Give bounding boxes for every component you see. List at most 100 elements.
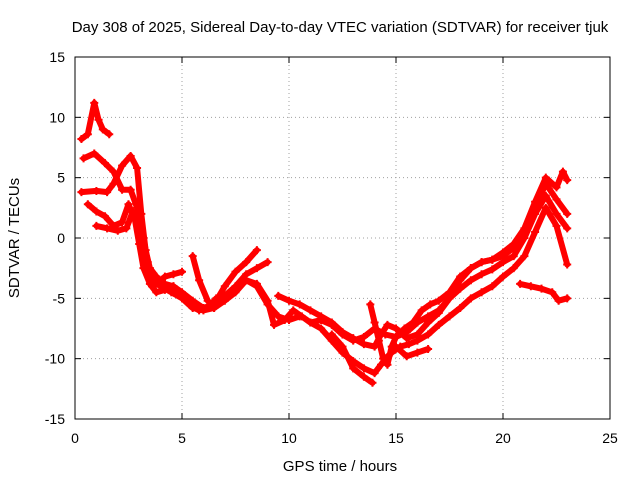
data-point-marker: [413, 348, 422, 357]
y-tick-label: -5: [53, 290, 66, 306]
data-point-marker: [133, 164, 142, 173]
data-point-marker: [148, 276, 157, 285]
series-track-11: [393, 343, 432, 360]
data-point-marker: [445, 312, 454, 321]
data-point-marker: [280, 316, 289, 325]
data-point-marker: [520, 252, 529, 261]
data-point-marker: [118, 185, 127, 194]
data-point-marker: [541, 203, 550, 212]
data-point-marker: [359, 372, 368, 381]
data-point-marker: [409, 318, 418, 327]
x-tick-label: 5: [178, 430, 186, 446]
data-point-marker: [404, 340, 413, 349]
x-tick-label: 10: [281, 430, 297, 446]
data-point-marker: [349, 364, 358, 373]
data-point-marker: [77, 188, 86, 197]
data-point-marker: [137, 209, 146, 218]
data-point-marker: [563, 260, 572, 269]
data-point-marker: [135, 227, 144, 236]
data-point-marker: [477, 288, 486, 297]
data-point-marker: [552, 183, 561, 192]
data-point-marker: [537, 284, 546, 293]
y-tick-label: 10: [49, 109, 65, 125]
data-point-marker: [122, 224, 131, 233]
data-point-marker: [105, 130, 114, 139]
data-point-marker: [488, 265, 497, 274]
data-point-marker: [169, 282, 178, 291]
data-point-marker: [124, 200, 133, 209]
data-point-marker: [379, 354, 388, 363]
y-axis-label: SDTVAR / TECUs: [6, 178, 23, 298]
data-point-marker: [118, 218, 127, 227]
data-point-marker: [220, 282, 229, 291]
data-point-marker: [466, 294, 475, 303]
data-point-marker: [424, 330, 433, 339]
data-point-marker: [83, 130, 92, 139]
data-point-marker: [169, 270, 178, 279]
data-point-marker: [531, 197, 540, 206]
data-point-marker: [274, 312, 283, 321]
data-point-marker: [92, 186, 101, 195]
data-point-marker: [252, 264, 261, 273]
data-point-marker: [327, 318, 336, 327]
data-point-marker: [516, 279, 525, 288]
data-point-marker: [289, 306, 298, 315]
data-point-marker: [118, 161, 127, 170]
data-point-marker: [400, 324, 409, 333]
tick-layer: 0 5 10 15 20 25 -15 -10 -5 0 5 10 15: [45, 49, 618, 446]
y-tick-label: 0: [57, 230, 65, 246]
data-point-marker: [499, 272, 507, 281]
data-point-marker: [103, 188, 112, 197]
data-point-marker: [306, 318, 315, 327]
data-point-marker: [434, 308, 443, 317]
data-point-marker: [392, 324, 400, 333]
data-point-marker: [178, 294, 186, 303]
data-point-marker: [488, 255, 497, 264]
data-point-marker: [263, 296, 272, 305]
data-point-marker: [434, 296, 443, 305]
x-tick-label: 25: [602, 430, 618, 446]
data-point-marker: [456, 303, 465, 312]
data-point-marker: [210, 303, 219, 312]
data-point-marker: [552, 221, 561, 230]
data-point-marker: [563, 294, 572, 303]
data-point-marker: [113, 226, 122, 235]
data-point-marker: [188, 252, 197, 261]
data-point-marker: [541, 173, 550, 182]
data-point-marker: [94, 115, 103, 124]
data-point-marker: [466, 276, 475, 285]
data-point-marker: [128, 207, 137, 216]
data-point-marker: [203, 296, 212, 305]
data-point-marker: [554, 296, 563, 305]
data-point-marker: [83, 200, 92, 209]
data-point-marker: [297, 312, 306, 321]
data-point-marker: [520, 224, 529, 233]
x-axis-label: GPS time / hours: [283, 458, 397, 475]
y-tick-label: 15: [49, 49, 65, 65]
data-point-marker: [92, 221, 101, 230]
data-point-marker: [531, 227, 540, 236]
data-point-marker: [126, 185, 135, 194]
grid-layer: [75, 57, 610, 419]
data-point-marker: [370, 369, 379, 378]
data-point-marker: [90, 98, 99, 107]
data-point-marker: [434, 320, 443, 329]
data-point-marker: [285, 296, 293, 305]
x-tick-label: 20: [495, 430, 511, 446]
data-point-marker: [126, 151, 135, 160]
y-tick-label: -15: [45, 411, 65, 427]
data-point-marker: [100, 212, 109, 221]
data-point-marker: [263, 258, 272, 267]
data-point-marker: [359, 332, 368, 341]
data-point-marker: [160, 272, 169, 281]
data-point-marker: [167, 288, 176, 297]
data-point-marker: [402, 352, 411, 361]
data-point-marker: [317, 312, 326, 321]
data-point-marker: [370, 318, 379, 327]
data-point-marker: [424, 318, 433, 327]
x-tick-label: 15: [388, 430, 404, 446]
y-tick-label: -10: [45, 351, 65, 367]
data-point-marker: [368, 378, 377, 387]
data-point-marker: [413, 336, 422, 345]
